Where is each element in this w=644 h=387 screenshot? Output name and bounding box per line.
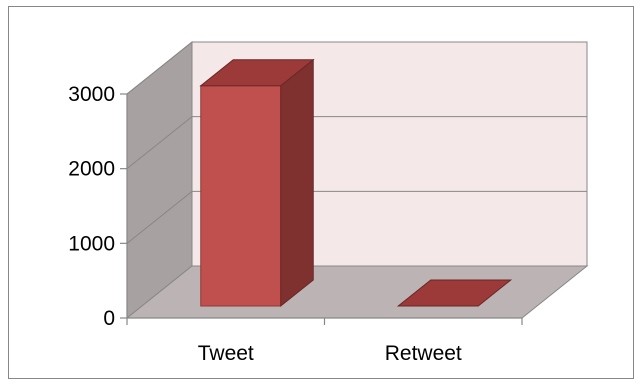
bar-tweet-side [280, 58, 314, 308]
y-tick-label-0: 0 [103, 307, 115, 330]
bar-tweet-front [200, 85, 282, 307]
axes-group [120, 93, 523, 325]
chart-walls [125, 40, 589, 320]
y-tick-label-2000: 2000 [68, 158, 115, 181]
bars-group [199, 58, 513, 308]
x-tick-label-tweet: Tweet [198, 342, 254, 365]
y-tick-label-3000: 3000 [68, 83, 115, 106]
labels-group: 0 1000 2000 3000 Tweet Retweet [68, 83, 462, 365]
gridline-side-1000 [126, 190, 193, 244]
x-tick-label-retweet: Retweet [385, 342, 462, 365]
gridline-side-2000 [126, 116, 193, 170]
bar-tweet-top [199, 59, 315, 87]
bar-retweet-top [396, 279, 513, 307]
floor [125, 265, 589, 319]
gridline-side-3000 [126, 41, 193, 95]
y-tick-label-1000: 1000 [68, 232, 115, 255]
